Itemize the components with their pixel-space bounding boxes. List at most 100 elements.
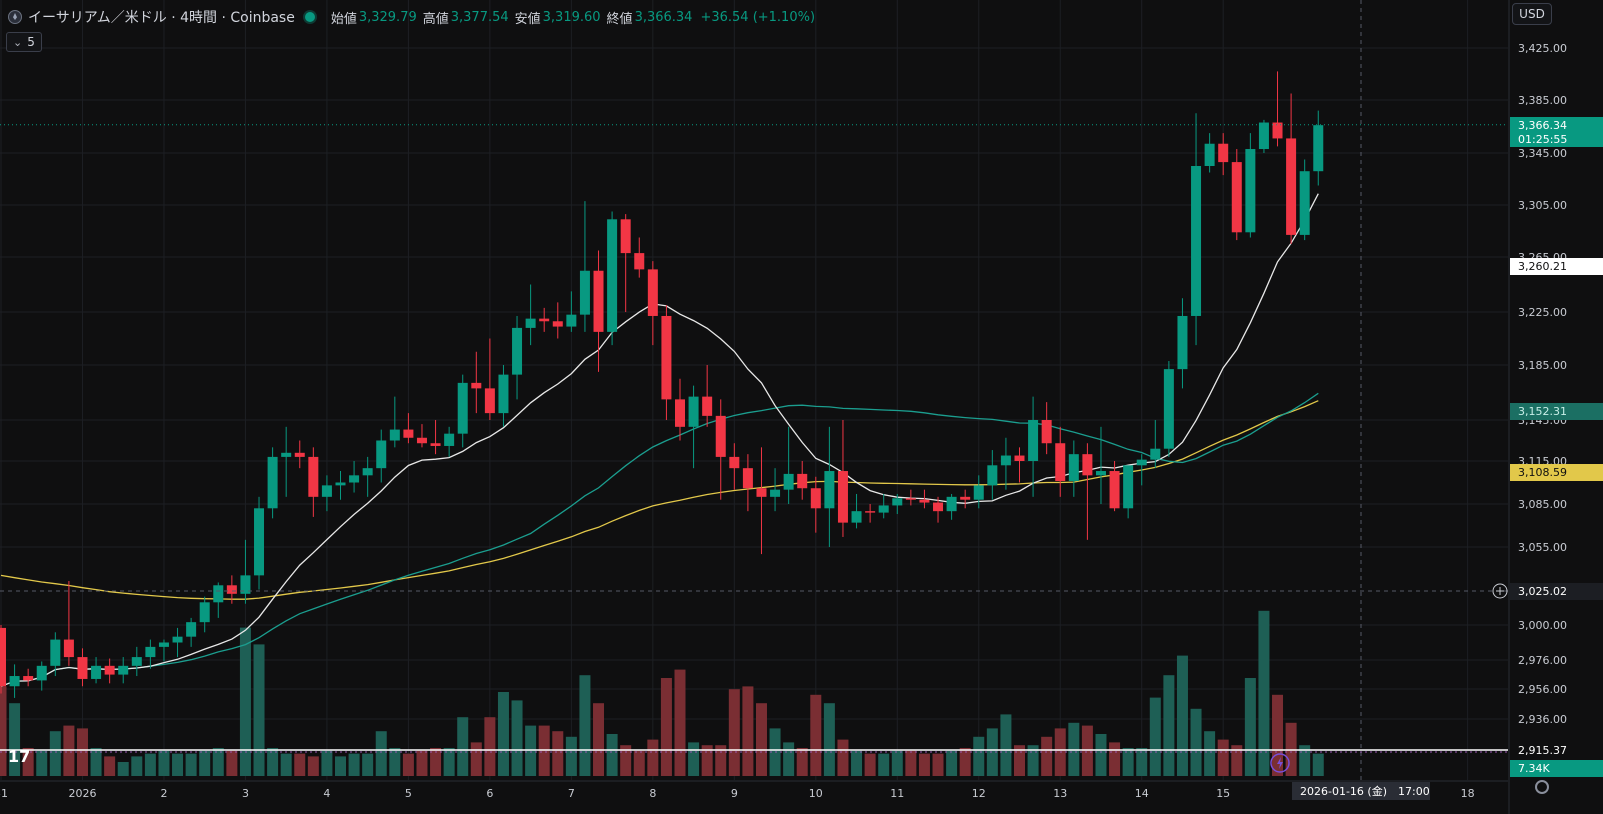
candle-body	[349, 475, 360, 483]
candle-body	[525, 318, 536, 328]
ma-mid-line	[0, 392, 1319, 687]
candle-body	[634, 253, 645, 270]
volume-bar	[1014, 745, 1025, 776]
candle-body	[1055, 443, 1066, 482]
candle-body	[661, 315, 672, 400]
candle-body	[647, 269, 658, 316]
y-tick-label: 3,085.00	[1518, 498, 1567, 511]
volume-bar	[0, 686, 7, 776]
volume-bar	[104, 756, 116, 776]
y-tick-label: 3,000.00	[1518, 619, 1567, 632]
candle-body	[457, 382, 468, 434]
candle-body	[824, 471, 835, 509]
x-tick-label: 2026	[68, 787, 96, 800]
candle-body	[484, 388, 495, 414]
volume-bar	[375, 731, 387, 776]
volume-bar	[565, 736, 577, 776]
ma-mid-tag: 3,152.31	[1518, 405, 1567, 418]
x-tick-label: 11	[890, 787, 904, 800]
candle-body	[1109, 471, 1120, 509]
candle-body	[1041, 420, 1052, 444]
last-price-tag: 01:25:55	[1518, 133, 1567, 146]
candle-body	[199, 602, 210, 623]
candle-body	[675, 399, 685, 427]
y-tick-label: 3,385.00	[1518, 94, 1567, 107]
volume-bar	[633, 750, 645, 776]
volume-bar	[1244, 678, 1256, 776]
candle-body	[308, 456, 319, 497]
y-tick-label: 3,185.00	[1518, 359, 1567, 372]
ethereum-coin-icon	[8, 10, 22, 24]
volume-bar	[1109, 742, 1121, 776]
volume-bar	[1095, 734, 1107, 776]
open-value: 3,329.79	[358, 9, 417, 25]
volume-bar	[1217, 739, 1229, 776]
volume-bar	[606, 734, 618, 776]
volume-bar	[1081, 725, 1093, 776]
volume-bar	[1190, 708, 1202, 776]
candle-body	[172, 636, 183, 643]
volume-bar	[1312, 753, 1324, 776]
candle-body	[756, 488, 767, 497]
volume-bar	[918, 753, 930, 776]
volume-bar	[620, 745, 632, 776]
crosshair-price-tag-bg	[1510, 583, 1603, 600]
y-tick-label: 2,936.00	[1518, 713, 1567, 726]
volume-bar	[593, 703, 605, 776]
ma-long-tag: 3,108.59	[1518, 466, 1567, 479]
symbol-title[interactable]: イーサリアム／米ドル · 4時間 · Coinbase	[28, 10, 295, 26]
candle-body	[118, 665, 129, 675]
x-tick-label: 18	[1461, 787, 1475, 800]
volume-bar	[63, 725, 75, 776]
indicators-toggle-button[interactable]: ⌄ 5	[6, 32, 42, 52]
volume-bar	[810, 694, 822, 776]
volume-bar	[864, 753, 876, 776]
x-tick-label: 5	[405, 787, 412, 800]
gear-icon[interactable]	[1535, 780, 1549, 794]
currency-button[interactable]: USD	[1512, 3, 1552, 25]
volume-bar	[878, 753, 890, 776]
volume-bar	[973, 736, 985, 776]
candle-body	[9, 676, 20, 687]
volume-bar	[212, 748, 224, 776]
candle-body	[63, 639, 74, 658]
candle-body	[1191, 166, 1202, 316]
x-tick-label: 14	[1135, 787, 1149, 800]
high-value: 3,377.54	[450, 9, 509, 25]
volume-bar	[253, 644, 265, 776]
candle-body	[1245, 149, 1256, 233]
volume-bar	[823, 703, 835, 776]
change-value: +36.54 (+1.10%)	[700, 9, 816, 25]
y-tick-label: 3,055.00	[1518, 541, 1567, 554]
volume-last-tag: 7.34K	[1518, 762, 1550, 775]
crosshair-time-bg	[1292, 782, 1430, 800]
candle-body	[226, 585, 237, 594]
volume-bar	[715, 745, 727, 776]
volume-bar	[321, 750, 333, 776]
volume-bar	[294, 753, 306, 776]
candle-body	[1218, 143, 1229, 163]
volume-bar	[1041, 736, 1053, 776]
candle-body	[865, 511, 876, 513]
last-price-tag: 3,366.34	[1518, 119, 1567, 132]
candle-body	[1231, 162, 1242, 233]
candle-body	[742, 468, 753, 489]
volume-bar	[457, 717, 469, 776]
volume-bar	[172, 753, 184, 776]
x-tick-label: 31	[0, 787, 8, 800]
candle-body	[444, 433, 455, 446]
volume-bar	[158, 750, 170, 776]
volume-bar	[307, 756, 319, 776]
ma-short-tag-bg	[1510, 258, 1603, 275]
candlesticks	[0, 71, 1324, 698]
y-tick-label: 2,976.00	[1518, 654, 1567, 667]
candle-body	[905, 498, 916, 500]
volume-bar	[1258, 610, 1270, 776]
volume-level-tag: 2,915.37	[1518, 744, 1567, 757]
volume-bar	[837, 739, 849, 776]
candle-body	[416, 437, 427, 444]
volume-bar	[932, 753, 944, 776]
crosshair-price-tag: 3,025.02	[1518, 585, 1567, 598]
x-tick-label: 7	[568, 787, 575, 800]
